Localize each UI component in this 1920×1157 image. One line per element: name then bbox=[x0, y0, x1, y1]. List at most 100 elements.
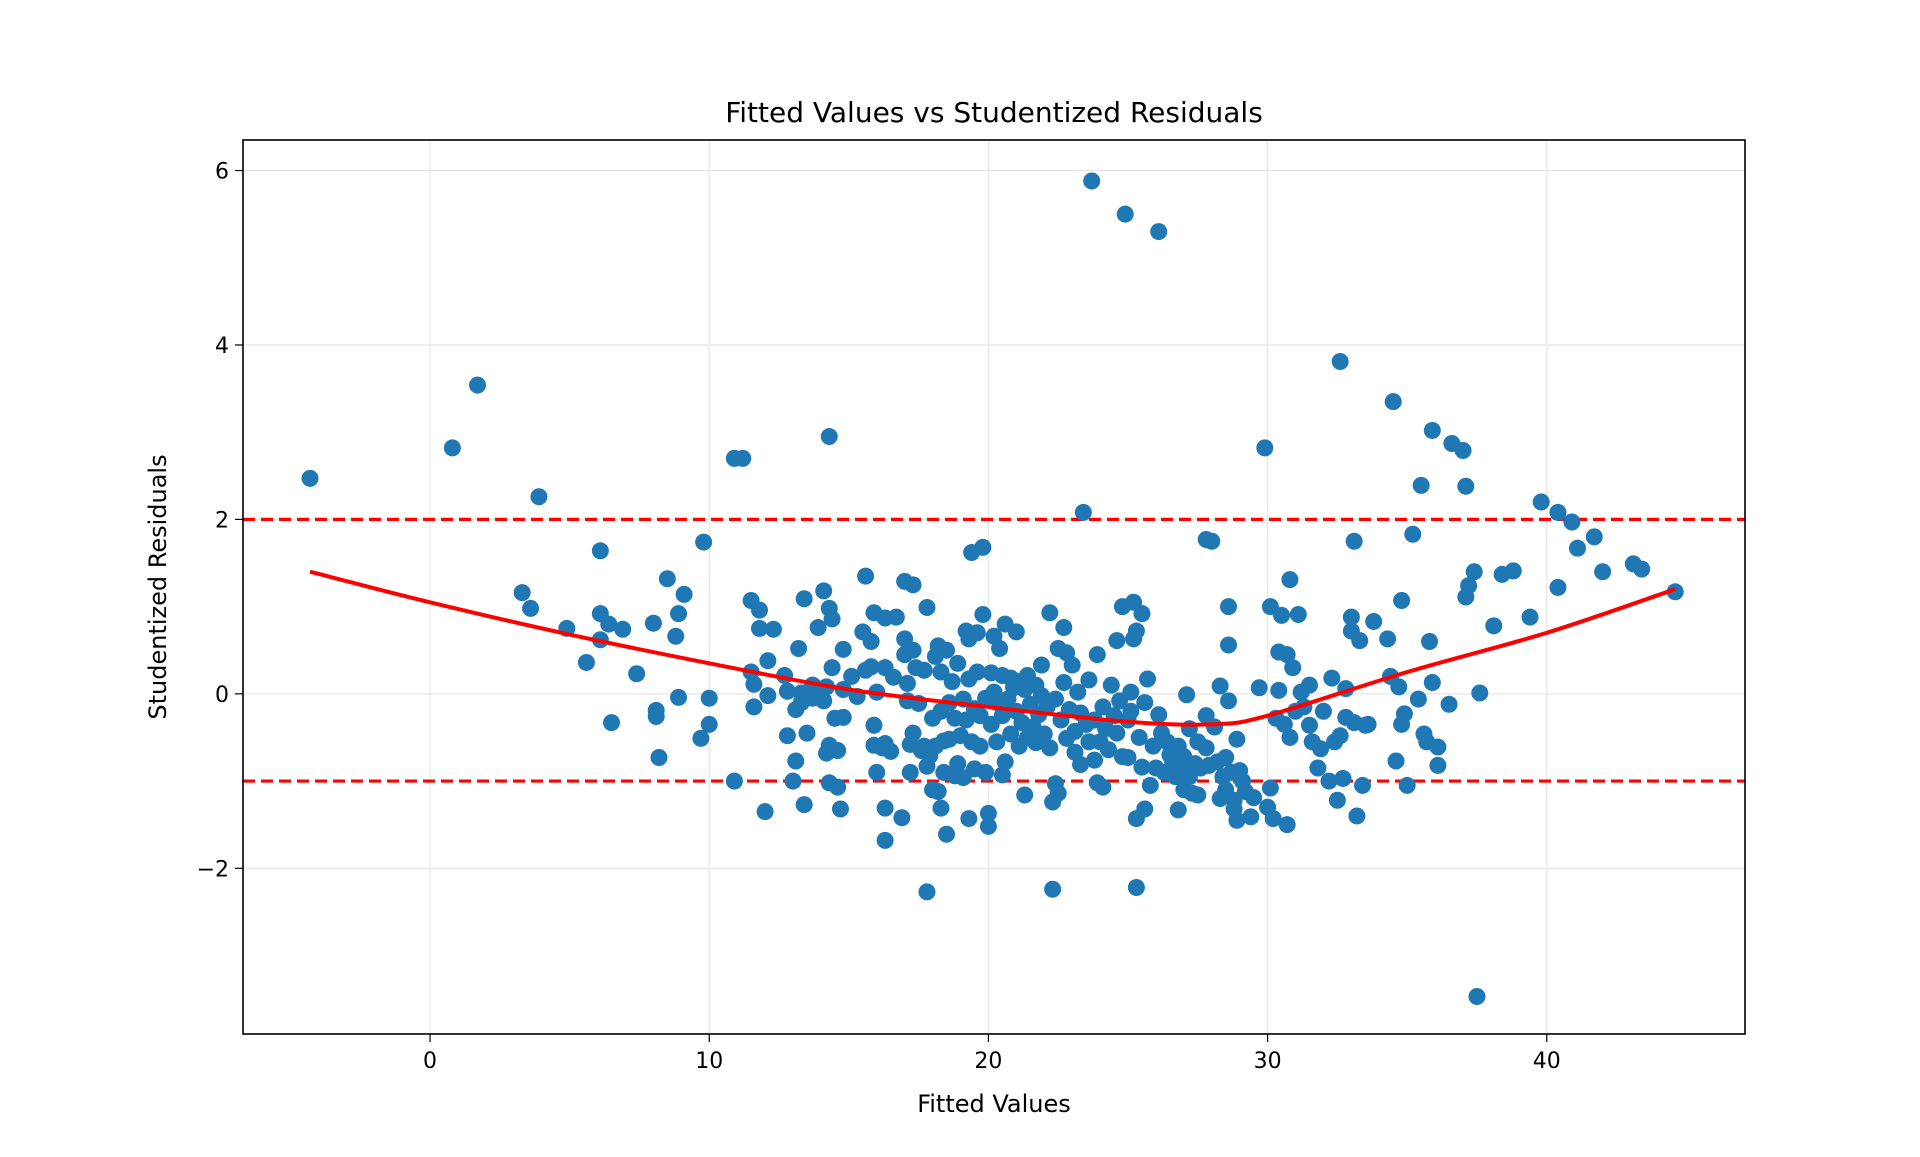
data-point bbox=[974, 538, 992, 556]
data-point bbox=[1108, 632, 1126, 650]
data-point bbox=[798, 724, 816, 742]
data-point bbox=[974, 605, 992, 623]
data-point bbox=[1379, 630, 1397, 648]
data-point bbox=[968, 624, 986, 642]
data-point bbox=[600, 615, 618, 633]
data-point bbox=[1002, 725, 1020, 743]
data-point bbox=[979, 804, 997, 822]
data-point bbox=[1281, 571, 1299, 589]
data-point bbox=[1049, 784, 1067, 802]
data-point bbox=[614, 620, 632, 638]
data-point bbox=[1549, 578, 1567, 596]
data-point bbox=[469, 376, 487, 394]
data-point bbox=[862, 658, 880, 676]
data-point bbox=[1203, 532, 1221, 550]
data-point bbox=[1351, 632, 1369, 650]
data-point bbox=[993, 707, 1011, 725]
data-point bbox=[756, 803, 774, 821]
data-point bbox=[831, 800, 849, 818]
data-point bbox=[834, 708, 852, 726]
data-point bbox=[644, 614, 662, 632]
data-point bbox=[692, 729, 710, 747]
data-point bbox=[943, 673, 961, 691]
data-point bbox=[1429, 738, 1447, 756]
data-point bbox=[1228, 811, 1246, 829]
y-axis-label: Studentized Residuals bbox=[144, 454, 172, 719]
data-point bbox=[1136, 694, 1154, 712]
data-point bbox=[865, 716, 883, 734]
data-point bbox=[1119, 749, 1137, 767]
data-point bbox=[1409, 690, 1427, 708]
data-point bbox=[1412, 476, 1430, 494]
chart-title: Fitted Values vs Studentized Residuals bbox=[725, 96, 1263, 129]
data-point bbox=[1133, 605, 1151, 623]
data-point bbox=[1365, 612, 1383, 630]
data-point bbox=[1122, 683, 1140, 701]
data-point bbox=[700, 689, 718, 707]
data-point bbox=[1393, 592, 1411, 610]
data-point bbox=[301, 469, 319, 487]
data-point bbox=[1197, 739, 1215, 757]
data-point bbox=[996, 753, 1014, 771]
data-point bbox=[918, 598, 936, 616]
data-point bbox=[1278, 816, 1296, 834]
data-point bbox=[1261, 779, 1279, 797]
data-point bbox=[1300, 676, 1318, 694]
y-tick-label: −2 bbox=[197, 857, 229, 882]
data-point bbox=[759, 687, 777, 705]
data-point bbox=[1094, 778, 1112, 796]
data-point bbox=[1264, 810, 1282, 828]
data-point bbox=[1046, 690, 1064, 708]
data-point bbox=[1404, 525, 1422, 543]
data-point bbox=[1088, 646, 1106, 664]
data-point bbox=[815, 582, 833, 600]
data-point bbox=[745, 698, 763, 716]
data-point bbox=[650, 749, 668, 767]
data-point bbox=[1457, 477, 1475, 495]
data-point bbox=[1384, 393, 1402, 411]
data-point bbox=[991, 639, 1009, 657]
y-tick-label: 4 bbox=[215, 334, 229, 359]
data-point bbox=[1220, 692, 1238, 710]
data-point bbox=[829, 742, 847, 760]
data-point bbox=[1309, 759, 1327, 777]
data-point bbox=[443, 439, 461, 457]
data-point bbox=[857, 567, 875, 585]
data-point bbox=[1504, 562, 1522, 580]
data-point bbox=[1139, 670, 1157, 688]
data-point bbox=[809, 619, 827, 637]
data-point bbox=[971, 737, 989, 755]
data-point bbox=[1594, 563, 1612, 581]
data-point bbox=[1359, 715, 1377, 733]
data-point bbox=[1144, 737, 1162, 755]
data-point bbox=[901, 763, 919, 781]
data-point bbox=[1099, 741, 1117, 759]
data-point bbox=[1633, 560, 1651, 578]
data-point bbox=[834, 640, 852, 658]
data-point bbox=[750, 619, 768, 637]
data-point bbox=[1063, 656, 1081, 674]
trend-line-group bbox=[309, 569, 1676, 727]
data-point bbox=[778, 727, 796, 745]
data-point bbox=[1273, 606, 1291, 624]
data-point bbox=[1250, 679, 1268, 697]
data-point bbox=[1468, 987, 1486, 1005]
data-point bbox=[1563, 513, 1581, 531]
data-point bbox=[1108, 724, 1126, 742]
data-point bbox=[904, 724, 922, 742]
data-point bbox=[1189, 786, 1207, 804]
x-tick-label: 0 bbox=[423, 1049, 437, 1074]
data-point bbox=[938, 825, 956, 843]
data-point bbox=[876, 831, 894, 849]
trend-line bbox=[309, 569, 1676, 727]
data-point bbox=[1072, 755, 1090, 773]
data-point bbox=[591, 542, 609, 560]
data-point bbox=[823, 659, 841, 677]
data-point bbox=[988, 733, 1006, 751]
data-point bbox=[1585, 528, 1603, 546]
data-point bbox=[949, 755, 967, 773]
data-point bbox=[1041, 604, 1059, 622]
data-point bbox=[1242, 808, 1260, 826]
data-point bbox=[929, 783, 947, 801]
data-point bbox=[1395, 705, 1413, 723]
